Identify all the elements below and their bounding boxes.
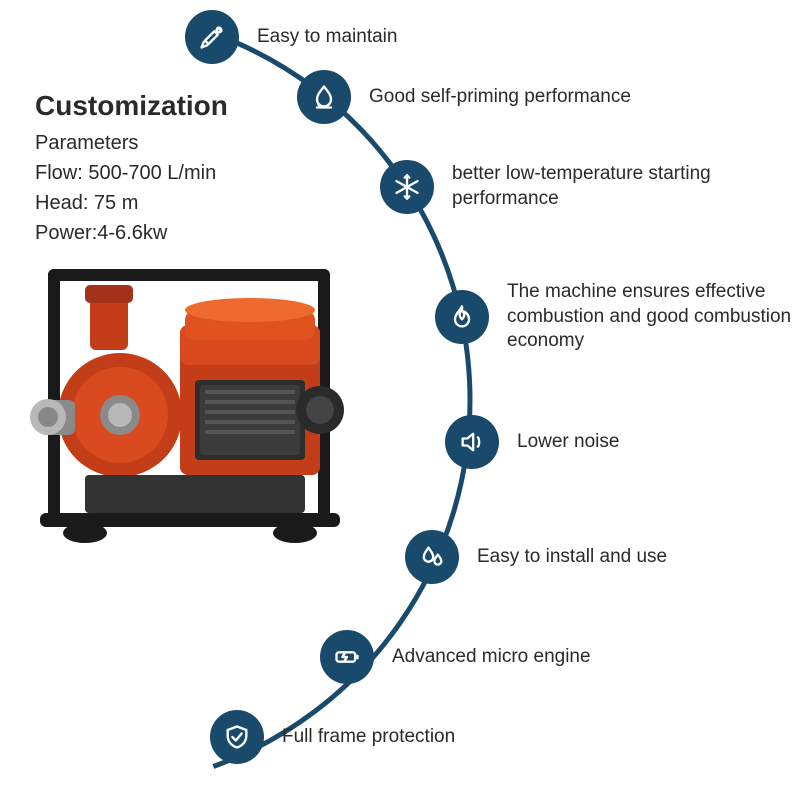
feature-label: better low-temperature starting performa… [452,162,752,211]
battery-icon [320,630,374,684]
feature-label: Easy to maintain [257,25,397,50]
feature-label: Good self-priming performance [369,85,631,110]
param-head: Head: 75 m [35,188,228,218]
param-power: Power:4-6.6kw [35,218,228,248]
feature-flame: The machine ensures effective combustion… [435,280,800,354]
feature-label: Advanced micro engine [392,645,591,670]
shield-icon [210,710,264,764]
feature-shield: Full frame protection [210,710,455,764]
customization-title: Customization [35,90,228,122]
flame-icon [435,290,489,344]
feature-label: Lower noise [517,430,619,455]
product-image [30,255,355,550]
snowflake-icon [380,160,434,214]
sound-icon [445,415,499,469]
feature-label: Full frame protection [282,725,455,750]
parameters-label: Parameters [35,128,228,158]
feature-water-drop: Good self-priming performance [297,70,631,124]
customization-block: Customization Parameters Flow: 500-700 L… [35,90,228,248]
feature-tools: Easy to maintain [185,10,397,64]
feature-battery: Advanced micro engine [320,630,591,684]
feature-label: Easy to install and use [477,545,667,570]
param-flow: Flow: 500-700 L/min [35,158,228,188]
feature-snowflake: better low-temperature starting performa… [380,160,752,214]
droplets-icon [405,530,459,584]
water-drop-icon [297,70,351,124]
tools-icon [185,10,239,64]
feature-sound: Lower noise [445,415,619,469]
feature-label: The machine ensures effective combustion… [507,280,800,354]
feature-droplets: Easy to install and use [405,530,667,584]
